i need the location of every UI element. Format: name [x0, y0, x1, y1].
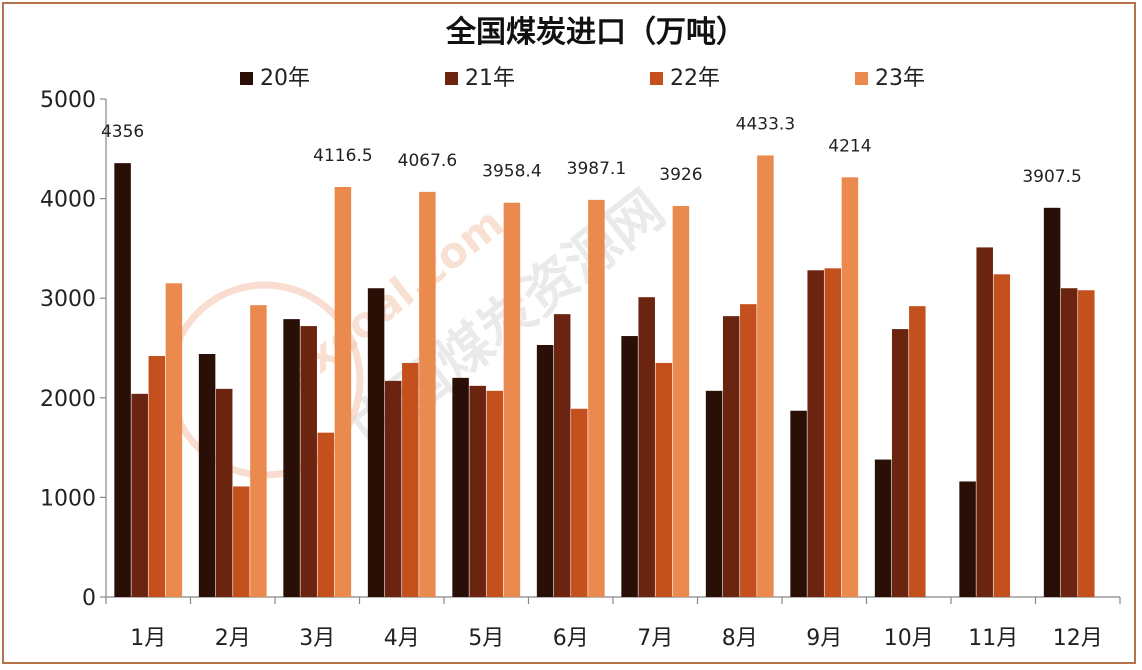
bar-21年-9月 — [807, 270, 824, 597]
bar-23年-5月 — [503, 202, 521, 598]
bar-22年-2月 — [233, 486, 250, 597]
x-tick-label: 2月 — [215, 626, 251, 651]
data-label-23年-9月: 4214 — [828, 136, 871, 156]
bar-21年-8月 — [722, 316, 740, 597]
y-tick-label: 3000 — [40, 287, 96, 312]
bars — [114, 155, 1095, 598]
bar-22年-6月 — [571, 408, 588, 597]
bar-23年-4月 — [419, 191, 436, 597]
bar-20年-3月 — [283, 319, 300, 597]
bar-20年-10月 — [874, 459, 892, 597]
bar-22年-4月 — [402, 362, 419, 597]
y-tick-label: 0 — [82, 586, 96, 611]
bar-20年-2月 — [198, 353, 216, 597]
x-tick-label: 1月 — [130, 626, 166, 651]
y-tick-label: 2000 — [40, 387, 96, 412]
data-label-23年-6月: 3987.1 — [567, 159, 626, 179]
bar-23年-1月 — [165, 283, 183, 597]
bar-20年-8月 — [705, 390, 723, 597]
x-tick-label: 5月 — [468, 626, 504, 651]
x-tick-label: 3月 — [299, 626, 335, 651]
bar-22年-7月 — [655, 362, 673, 597]
x-tick-label: 10月 — [884, 626, 934, 651]
bar-21年-3月 — [300, 326, 317, 597]
bar-20年-12月 — [1043, 207, 1061, 597]
bar-22年-3月 — [317, 432, 335, 597]
bar-23年-6月 — [588, 199, 605, 597]
x-tick-label: 12月 — [1053, 626, 1103, 651]
y-tick-label: 4000 — [40, 188, 96, 213]
legend: 20年 21年 22年 23年 — [240, 66, 925, 91]
legend-swatch-20年 — [240, 72, 253, 85]
bar-21年-5月 — [469, 385, 486, 597]
data-label-23年-3月: 4116.5 — [313, 146, 372, 166]
bar-23年-2月 — [250, 305, 267, 597]
bar-21年-7月 — [638, 297, 655, 597]
bar-20年-1月 — [114, 163, 131, 597]
bar-20年-9月 — [790, 410, 807, 597]
y-tick-label: 1000 — [40, 486, 96, 511]
legend-swatch-22年 — [650, 72, 663, 85]
bar-21年-4月 — [384, 380, 402, 597]
x-axis: 1月 2月 3月 4月 5月 6月 7月 8月 9月 10月 11月 12月 — [105, 596, 1121, 651]
bar-23年-8月 — [757, 155, 774, 597]
legend-label-21年: 21年 — [465, 66, 515, 91]
bar-21年-1月 — [131, 393, 148, 597]
bar-22年-12月 — [1078, 290, 1095, 597]
bar-20年-5月 — [452, 377, 469, 597]
x-tick-label: 8月 — [722, 626, 758, 651]
legend-swatch-23年 — [855, 72, 868, 85]
x-tick-label: 6月 — [553, 626, 589, 651]
data-label-23年-4月: 4067.6 — [398, 151, 457, 171]
x-tick-label: 7月 — [637, 626, 673, 651]
bar-21年-11月 — [976, 247, 993, 597]
data-label-23年-8月: 4433.3 — [736, 114, 795, 134]
x-tick-label: 9月 — [806, 626, 842, 651]
bar-20年-4月 — [367, 288, 385, 597]
y-axis: 0 1000 2000 3000 4000 5000 — [40, 88, 107, 611]
chart-title: 全国煤炭进口（万吨） — [445, 15, 746, 50]
data-label-23年-5月: 3958.4 — [482, 162, 541, 182]
bar-20年-11月 — [959, 481, 976, 597]
legend-label-23年: 23年 — [875, 66, 925, 91]
bar-22年-10月 — [909, 306, 926, 597]
bar-22年-1月 — [148, 355, 166, 597]
bar-23年-3月 — [334, 187, 352, 597]
legend-label-22年: 22年 — [670, 66, 720, 91]
bar-21年-6月 — [553, 314, 571, 597]
bar-22年-5月 — [486, 390, 504, 597]
legend-swatch-21年 — [445, 72, 458, 85]
bar-21年-10月 — [891, 329, 909, 597]
bar-22年-11月 — [993, 274, 1011, 597]
data-labels: 4356 4116.5 4067.6 3958.4 3987.1 3926 4433.3 42… — [101, 114, 1082, 186]
bar-22年-8月 — [740, 304, 757, 597]
bar-22年-9月 — [824, 268, 842, 597]
y-tick-label: 5000 — [40, 88, 96, 113]
bar-21年-2月 — [215, 388, 233, 597]
legend-label-20年: 20年 — [260, 66, 310, 91]
bar-23年-9月 — [841, 177, 859, 598]
bar-20年-7月 — [621, 336, 638, 597]
data-label-20年-1月: 4356 — [101, 122, 144, 142]
bar-23年-7月 — [672, 205, 690, 597]
x-tick-label: 4月 — [384, 626, 420, 651]
bar-21年-12月 — [1060, 288, 1078, 597]
data-label-20年-12月: 3907.5 — [1022, 167, 1081, 187]
bar-20年-6月 — [536, 345, 554, 597]
x-tick-label: 11月 — [968, 626, 1018, 651]
data-label-23年-7月: 3926 — [659, 165, 702, 185]
